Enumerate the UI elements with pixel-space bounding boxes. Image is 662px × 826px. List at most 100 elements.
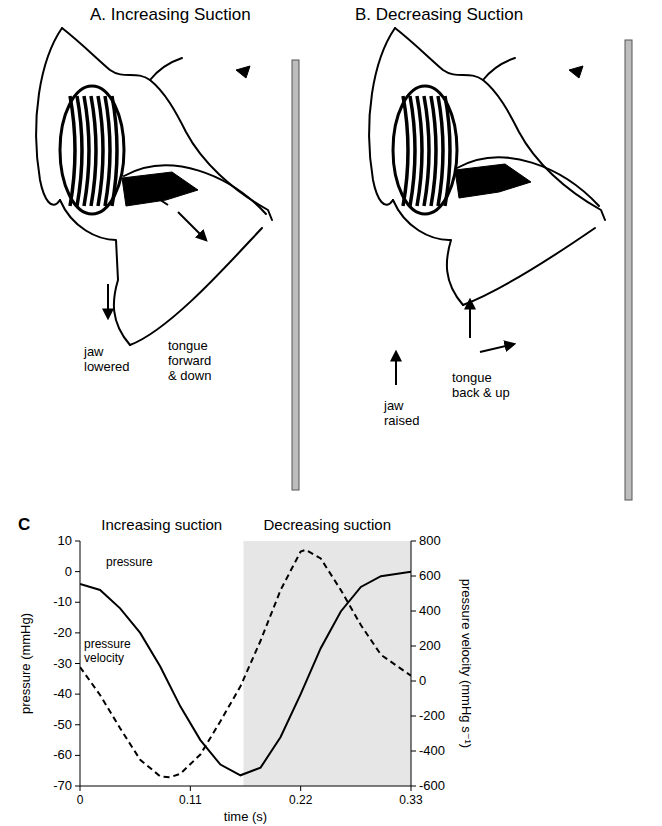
- body-outline: [36, 28, 62, 205]
- y-tick-label: 0: [65, 564, 72, 579]
- y2-axis: [411, 541, 412, 786]
- head-drawing: [369, 28, 605, 305]
- series-label-line: pressure: [106, 555, 153, 569]
- skull-ridge: [483, 58, 515, 80]
- motion-arrow: [178, 212, 206, 240]
- y-tick-label: -30: [53, 656, 72, 671]
- hyoid: [122, 172, 198, 206]
- y-tick: [75, 541, 80, 542]
- chart: Increasing suctionDecreasing suctionC-70…: [18, 515, 474, 824]
- motion-arrow: [480, 344, 514, 352]
- diagram-label: back & up: [452, 385, 510, 400]
- skull-ridge: [150, 58, 182, 80]
- gill-arch: [70, 96, 75, 206]
- diagram-label: forward: [168, 353, 211, 368]
- motion-arrow: [107, 284, 109, 318]
- y2-tick: [411, 786, 416, 787]
- diagram-label: raised: [384, 413, 419, 428]
- diagram-panel: B. Decreasing Suction jawraised tongueback…: [355, 5, 632, 500]
- y-tick: [75, 663, 80, 664]
- y-tick: [75, 755, 80, 756]
- phase-band: [80, 541, 243, 786]
- diagram-panel: A. Increasing Suctionjawloweredtonguefor…: [36, 5, 299, 490]
- y-tick-label: -40: [53, 686, 72, 701]
- y-tick: [75, 571, 80, 572]
- x-tick-label: 0: [77, 793, 84, 807]
- panel-title: A. Increasing Suction: [90, 5, 251, 24]
- y2-tick: [411, 681, 416, 682]
- skull-outline: [395, 28, 605, 220]
- gill-arch: [91, 96, 96, 206]
- gill-basket: [393, 86, 457, 214]
- gill-arch: [77, 96, 82, 206]
- gill-arch: [98, 96, 103, 206]
- skull-outline: [62, 28, 272, 220]
- x-tick-label: 0.22: [289, 793, 313, 807]
- panel-title: B. Decreasing Suction: [355, 5, 523, 24]
- tongue-outline: [124, 165, 266, 214]
- gill-arch: [445, 96, 450, 206]
- head-drawing: [36, 28, 272, 345]
- gill-arch: [431, 96, 436, 206]
- y2-tick: [411, 751, 416, 752]
- y-tick: [75, 724, 80, 725]
- gill-arch: [84, 96, 89, 206]
- y2-tick-label: 600: [419, 568, 441, 583]
- prey-bar: [292, 60, 299, 490]
- gill-arch: [105, 96, 110, 206]
- y-tick-label: -20: [53, 625, 72, 640]
- y2-tick-label: 0: [419, 673, 426, 688]
- series-label-line: velocity: [84, 651, 124, 665]
- motion-arrow: [469, 300, 471, 338]
- diagram-label: & down: [168, 368, 211, 383]
- series-line: [80, 550, 411, 778]
- gill-arch: [112, 96, 117, 206]
- gill-arch: [403, 96, 408, 206]
- y2-tick: [411, 576, 416, 577]
- throat-outline: [60, 200, 130, 345]
- series-label-line: pressure: [84, 637, 131, 651]
- eye-mark: [569, 66, 583, 78]
- diagram-label: lowered: [84, 359, 130, 374]
- y-tick-label: 10: [58, 533, 72, 548]
- eye-mark: [236, 66, 250, 78]
- y-tick-label: -70: [53, 778, 72, 793]
- y-tick-label: -60: [53, 747, 72, 762]
- y2-tick-label: 800: [419, 533, 441, 548]
- x-tick: [190, 786, 191, 791]
- x-axis-title: time (s): [224, 809, 267, 824]
- body-outline: [369, 28, 395, 205]
- diagram-label: jaw: [383, 398, 404, 413]
- figure: A. Increasing Suction jaw lowered tongue for…: [0, 0, 662, 826]
- phase-band: [243, 541, 411, 786]
- y-tick-label: -10: [53, 594, 72, 609]
- y-tick: [75, 632, 80, 633]
- phase-label: Increasing suction: [101, 516, 222, 533]
- gill-arch: [438, 96, 443, 206]
- tongue-outline: [457, 157, 599, 206]
- x-tick: [80, 786, 81, 791]
- y2-tick-label: 200: [419, 638, 441, 653]
- y2-tick-label: -600: [419, 778, 445, 793]
- y2-tick-label: 400: [419, 603, 441, 618]
- diagram-label: tongue: [452, 370, 492, 385]
- y2-axis-title: pressure velocity (mmHg s⁻¹): [459, 579, 474, 748]
- y2-tick-label: -200: [419, 708, 445, 723]
- x-axis: [80, 786, 411, 787]
- motion-arrow: [142, 188, 168, 205]
- x-tick: [411, 786, 412, 791]
- throat-outline: [393, 200, 463, 305]
- y-tick: [75, 602, 80, 603]
- gill-arch: [410, 96, 415, 206]
- gill-arch: [424, 96, 429, 206]
- x-tick-label: 0.11: [179, 793, 202, 807]
- y-tick: [75, 694, 80, 695]
- gill-arch: [417, 96, 422, 206]
- series-label: pressure: [106, 555, 153, 569]
- prey-bar: [625, 40, 632, 500]
- phase-label: Decreasing suction: [263, 516, 391, 533]
- y2-tick: [411, 646, 416, 647]
- y2-tick: [411, 541, 416, 542]
- hyoid: [455, 164, 531, 198]
- motion-arrow: [395, 352, 397, 385]
